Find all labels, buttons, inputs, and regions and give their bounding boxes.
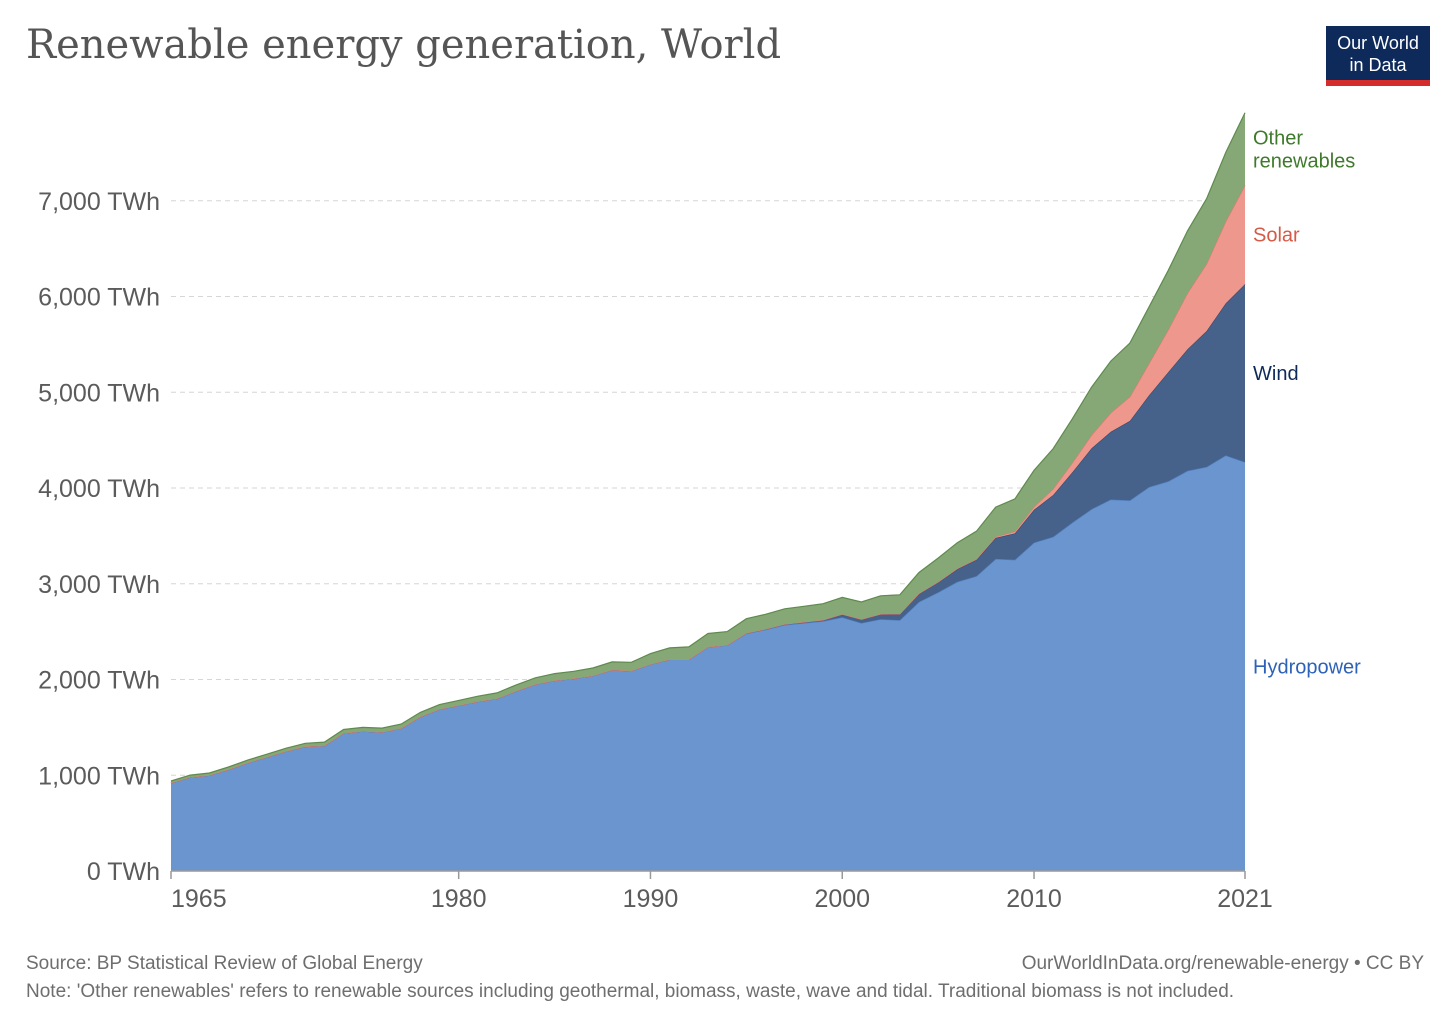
area-hydropower — [171, 455, 1245, 871]
y-tick-label: 4,000 TWh — [38, 475, 160, 503]
series-label-other-renewables: renewables — [1253, 151, 1355, 173]
x-tick-label: 1965 — [171, 885, 227, 913]
y-tick-label: 0 TWh — [87, 858, 160, 886]
source-note: Source: BP Statistical Review of Global … — [26, 953, 423, 974]
chart-title: Renewable energy generation, World — [26, 22, 782, 68]
logo-line-2: in Data — [1349, 55, 1407, 75]
y-tick-label: 6,000 TWh — [38, 284, 160, 312]
y-tick-label: 1,000 TWh — [38, 762, 160, 790]
series-label-solar: Solar — [1253, 225, 1300, 247]
y-tick-label: 3,000 TWh — [38, 571, 160, 599]
y-axis: 0 TWh 1,000 TWh 2,000 TWh 3,000 TWh 4,000 TW… — [38, 188, 160, 886]
x-tick-label: 2021 — [1217, 885, 1273, 913]
owid-logo[interactable]: Our World in Data — [1326, 26, 1430, 86]
series-label-hydropower: Hydropower — [1253, 657, 1361, 679]
x-axis: 1965 1980 1990 2000 2010 2021 — [170, 870, 1273, 913]
x-tick-label: 1990 — [623, 885, 679, 913]
line-other-renewables — [170, 112, 1246, 782]
x-tick-label: 2010 — [1006, 885, 1062, 913]
area-wind — [171, 284, 1245, 783]
series-label-wind: Wind — [1253, 363, 1299, 385]
y-tick-label: 5,000 TWh — [38, 379, 160, 407]
series-areas — [170, 112, 1246, 871]
y-tick-label: 2,000 TWh — [38, 667, 160, 695]
source-url[interactable]: OurWorldInData.org/renewable-energy • CC… — [1021, 953, 1424, 974]
x-tick-label: 1980 — [431, 885, 487, 913]
y-tick-label: 7,000 TWh — [38, 188, 160, 216]
x-tick-label: 2000 — [814, 885, 870, 913]
stacked-area-chart: 0 TWh 1,000 TWh 2,000 TWh 3,000 TWh 4,000 TW… — [38, 112, 1361, 913]
logo-line-1: Our World — [1337, 33, 1419, 53]
series-label-other-renewables: Other — [1253, 128, 1303, 150]
footnote: Note: 'Other renewables' refers to renew… — [26, 981, 1235, 1002]
